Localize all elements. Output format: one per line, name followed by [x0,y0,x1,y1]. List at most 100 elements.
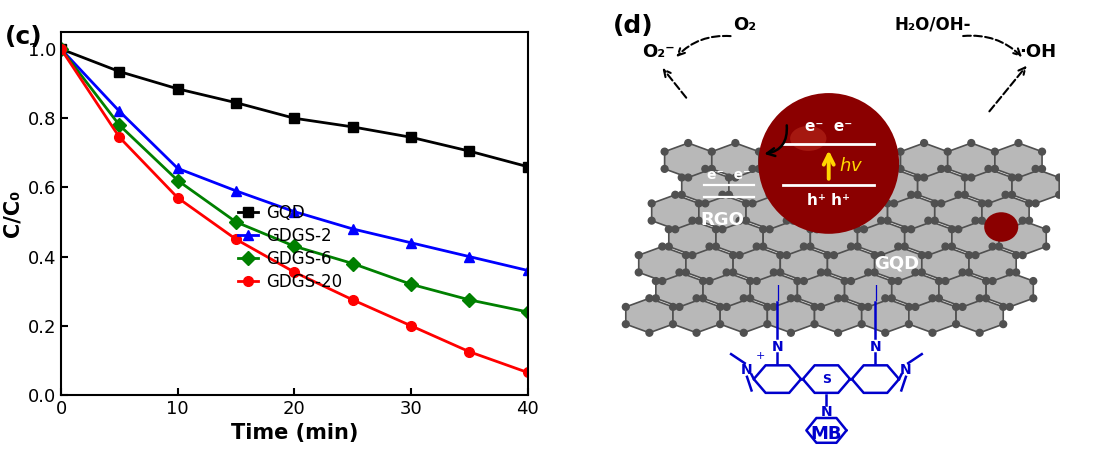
Circle shape [772,174,780,181]
Circle shape [672,191,679,198]
Circle shape [983,277,990,284]
Line: GDGS-20: GDGS-20 [57,44,532,377]
Circle shape [854,226,861,232]
Circle shape [717,303,723,311]
Circle shape [648,200,655,207]
Circle shape [811,303,818,311]
Circle shape [659,277,665,284]
Circle shape [935,277,942,284]
Circle shape [914,174,921,181]
Polygon shape [874,247,922,281]
Circle shape [884,217,891,224]
Circle shape [931,217,938,224]
Circle shape [889,295,895,301]
Circle shape [661,165,668,172]
Polygon shape [828,247,874,281]
Circle shape [1009,174,1015,181]
Circle shape [820,174,827,181]
Circle shape [707,243,713,250]
Polygon shape [853,143,901,178]
Polygon shape [759,143,807,178]
GQD [404,134,418,140]
Circle shape [938,200,944,207]
Circle shape [779,139,785,146]
Polygon shape [858,221,904,255]
Circle shape [894,277,902,284]
Circle shape [712,226,720,232]
Circle shape [622,303,629,311]
Circle shape [985,200,992,207]
Polygon shape [669,221,715,255]
Text: e⁻  e⁻: e⁻ e⁻ [707,168,751,182]
Circle shape [901,226,908,232]
Circle shape [679,174,685,181]
Text: S: S [822,373,831,385]
Line: GDGS-6: GDGS-6 [57,44,532,317]
Circle shape [689,252,695,258]
Polygon shape [763,221,810,255]
Circle shape [841,295,848,301]
Polygon shape [994,143,1042,178]
Circle shape [824,252,831,258]
Polygon shape [888,195,934,229]
Text: RGO: RGO [700,211,744,229]
Circle shape [878,217,884,224]
Circle shape [901,243,908,250]
GQD [171,86,184,92]
GDGS-6 [113,123,127,128]
GDGS-6 [463,297,477,302]
Circle shape [783,217,790,224]
Circle shape [797,165,803,172]
Circle shape [949,226,955,232]
Circle shape [770,269,778,276]
Polygon shape [922,247,969,281]
Polygon shape [939,272,987,307]
Circle shape [977,295,983,301]
Circle shape [968,174,974,181]
Circle shape [1015,174,1022,181]
Circle shape [827,174,833,181]
Circle shape [760,226,767,232]
Circle shape [794,295,801,301]
Polygon shape [685,247,733,281]
Circle shape [682,269,689,276]
Circle shape [695,217,702,224]
Circle shape [912,303,919,310]
Polygon shape [745,195,793,229]
Polygon shape [673,298,720,333]
Circle shape [919,269,925,276]
Ellipse shape [984,212,1019,242]
Circle shape [777,252,783,258]
Circle shape [991,148,999,155]
Polygon shape [987,272,1033,307]
Polygon shape [999,221,1047,255]
GDGS-2 [288,209,301,214]
Circle shape [891,200,898,207]
Circle shape [709,165,715,172]
GQD [521,164,534,169]
Circle shape [831,252,838,258]
Circle shape [871,252,878,258]
Polygon shape [682,169,729,203]
Circle shape [732,174,739,181]
Circle shape [767,191,773,198]
Polygon shape [768,298,814,333]
Circle shape [730,252,737,258]
Polygon shape [823,169,870,203]
Circle shape [622,321,629,327]
Circle shape [1002,191,1009,198]
Circle shape [755,148,762,155]
Polygon shape [957,298,1003,333]
Circle shape [1025,217,1032,224]
Circle shape [747,277,753,284]
Circle shape [1043,243,1050,250]
Circle shape [955,191,962,198]
Circle shape [919,252,925,258]
Circle shape [924,252,932,258]
Circle shape [818,303,824,310]
Circle shape [723,303,730,310]
Circle shape [991,165,999,172]
Text: N: N [900,363,912,377]
GQD [463,148,477,154]
Circle shape [867,174,874,181]
